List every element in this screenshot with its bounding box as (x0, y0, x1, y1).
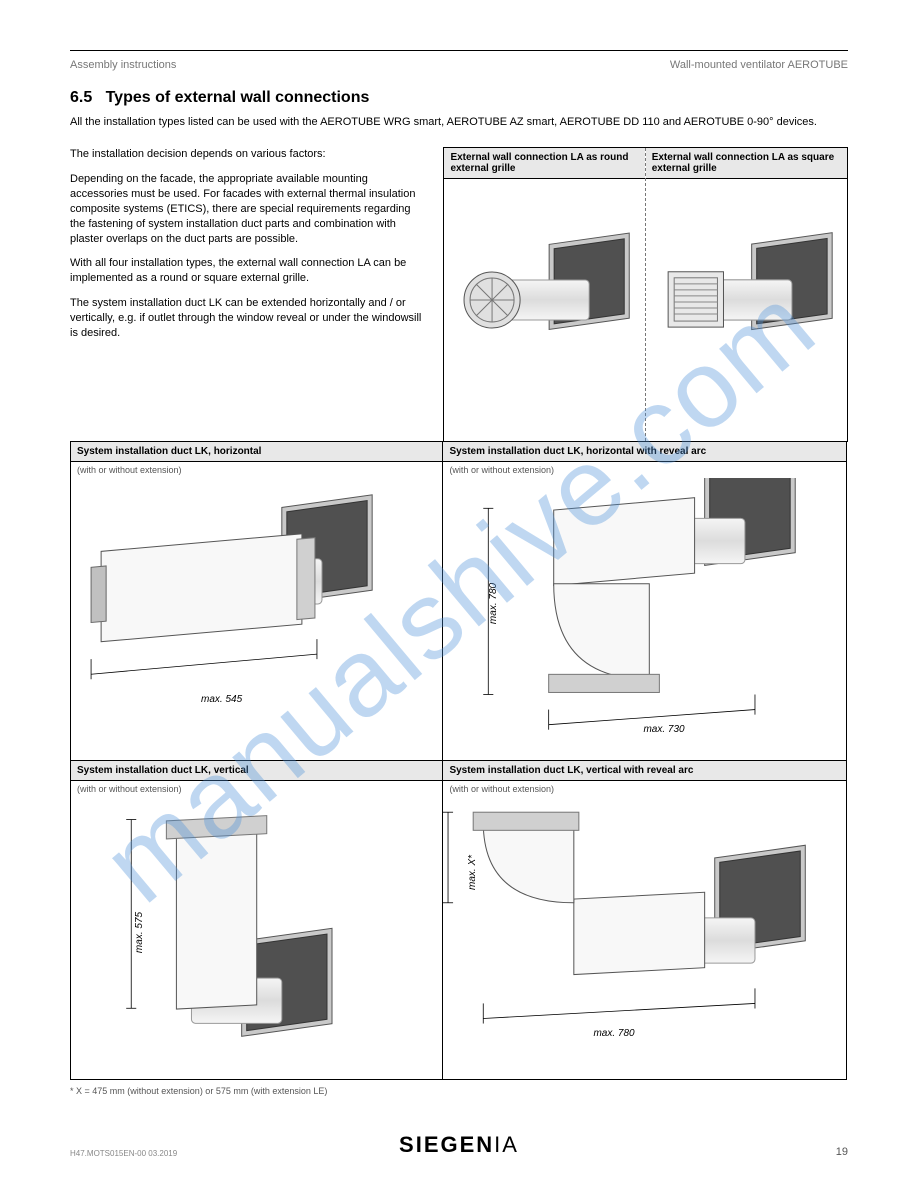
diagram-r2a: max. 545 (71, 478, 442, 760)
dim-r3a: max. 575 (134, 912, 145, 953)
cell-r2a: System installation duct LK, horizontal … (70, 441, 443, 761)
text-block: The installation decision depends on var… (70, 147, 443, 442)
row-3: System installation duct LK, vertical (w… (70, 760, 848, 1080)
section-heading: Types of external wall connections (106, 89, 370, 106)
section-number: 6.5 (70, 89, 92, 106)
cell-r3a: System installation duct LK, vertical (w… (70, 760, 443, 1080)
svg-r2b (443, 478, 846, 760)
cell-r3b: System installation duct LK, vertical wi… (442, 760, 847, 1080)
paragraph-2: Depending on the facade, the appropriate… (70, 172, 428, 246)
dim-r2b-v: max. 780 (489, 583, 500, 624)
diagram-r3b: max. X* max. 780 (443, 797, 846, 1079)
paragraph-4: The system installation duct LK can be e… (70, 296, 428, 341)
brand-logo: SIEGENIA (399, 1132, 519, 1157)
diagram-r3a: max. 575 (71, 797, 442, 1079)
row1-diagrams: External wall connection LA as round ext… (443, 147, 848, 442)
row-2: System installation duct LK, horizontal … (70, 441, 848, 761)
paragraph-3: With all four installation types, the ex… (70, 256, 428, 286)
footer-code: H47.MOTS015EN-00 03.2019 (70, 1149, 177, 1158)
product-name: Wall-mounted ventilator AEROTUBE (670, 59, 848, 71)
dim-r3b-h: max. 780 (593, 1028, 634, 1039)
cell-header-r1b: External wall connection LA as square ex… (646, 148, 847, 179)
cell-header-r3a: System installation duct LK, vertical (71, 761, 442, 781)
header-rule (70, 50, 848, 51)
page: Assembly instructions Wall-mounted venti… (0, 0, 918, 1188)
paragraph-1: The installation decision depends on var… (70, 147, 428, 162)
page-number: 19 (836, 1146, 848, 1158)
cell-sub-r2b: (with or without extension) (443, 462, 846, 478)
section-title: 6.5 Types of external wall connections (70, 89, 848, 107)
cell-sub-r3b: (with or without extension) (443, 781, 846, 797)
dim-r3b-v: max. X* (467, 855, 478, 890)
cell-r2b: System installation duct LK, horizontal … (442, 441, 847, 761)
cell-header-r1a: External wall connection LA as round ext… (444, 148, 644, 179)
layout-grid: The installation decision depends on var… (70, 147, 848, 1080)
cell-header-r2b: System installation duct LK, horizontal … (443, 442, 846, 462)
svg-r1b (646, 179, 847, 441)
svg-r2a (71, 478, 442, 760)
cell-r1b: External wall connection LA as square ex… (646, 148, 847, 441)
diagram-r1a (444, 179, 644, 441)
cell-sub-r2a: (with or without extension) (71, 462, 442, 478)
header-row: Assembly instructions Wall-mounted venti… (70, 59, 848, 71)
footnote: * X = 475 mm (without extension) or 575 … (70, 1086, 848, 1096)
diagram-r1b (646, 179, 847, 441)
doc-type: Assembly instructions (70, 59, 176, 71)
dim-r2b-h: max. 730 (643, 724, 684, 735)
cell-r1a: External wall connection LA as round ext… (444, 148, 645, 441)
diagram-r2b: max. 780 max. 730 (443, 478, 846, 760)
dim-r2a: max. 545 (201, 694, 242, 705)
cell-header-r3b: System installation duct LK, vertical wi… (443, 761, 846, 781)
section-intro: All the installation types listed can be… (70, 115, 848, 129)
cell-sub-r3a: (with or without extension) (71, 781, 442, 797)
cell-header-r2a: System installation duct LK, horizontal (71, 442, 442, 462)
svg-r3b (443, 797, 846, 1079)
svg-r3a (71, 797, 442, 1079)
row-1: The installation decision depends on var… (70, 147, 848, 442)
svg-r1a (444, 179, 644, 441)
